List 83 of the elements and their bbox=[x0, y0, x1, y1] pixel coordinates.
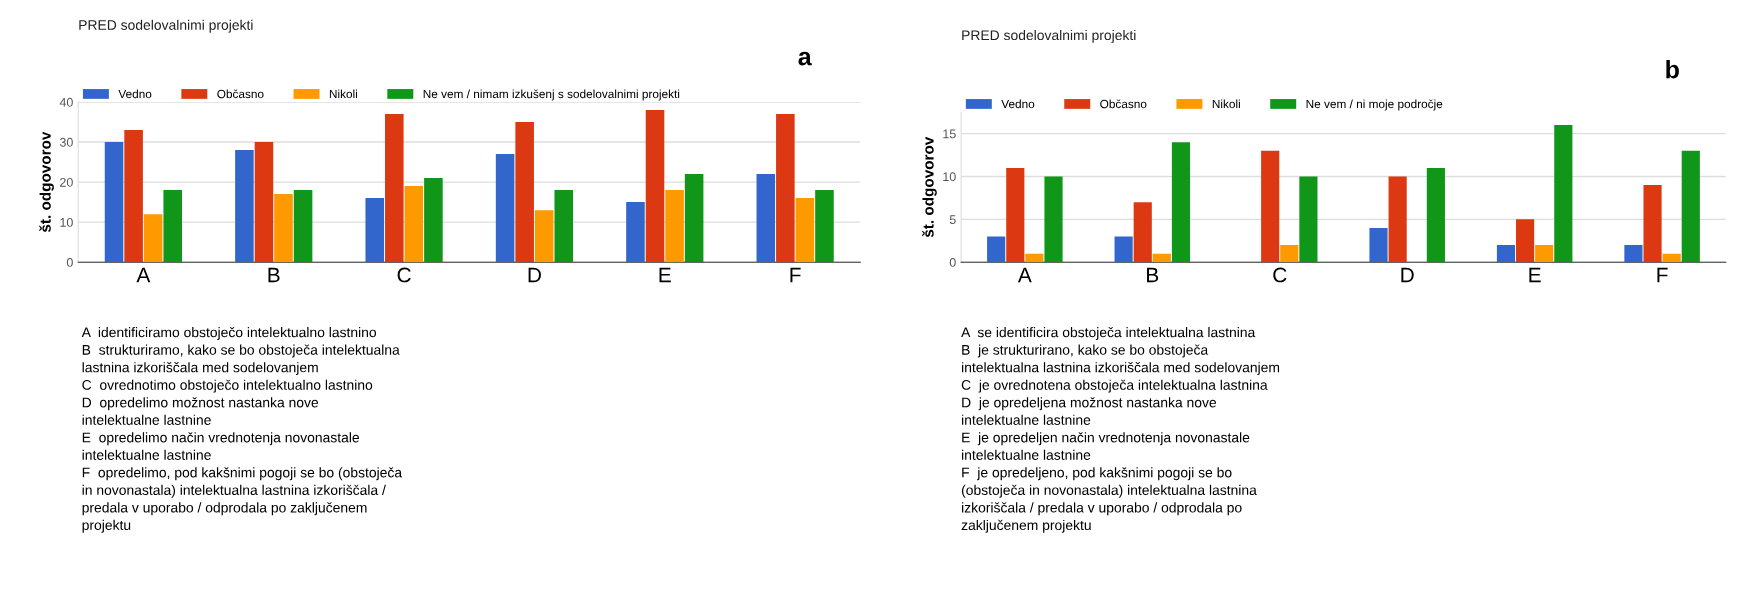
bar bbox=[254, 142, 274, 263]
bar bbox=[1280, 245, 1299, 263]
x-tick-label: B bbox=[1147, 267, 1159, 283]
y-axis-title: št. odgovorov bbox=[39, 131, 54, 233]
bar bbox=[1171, 142, 1191, 263]
x-tick-label: A bbox=[136, 267, 151, 283]
bar bbox=[815, 190, 834, 263]
x-tick-label: E bbox=[659, 267, 671, 283]
bar bbox=[626, 202, 645, 263]
legend-label: Vedno bbox=[118, 89, 152, 99]
bar bbox=[684, 174, 704, 263]
legend-label: Občasno bbox=[1100, 99, 1147, 109]
x-tick-label: E bbox=[1529, 267, 1541, 283]
bar bbox=[1261, 150, 1280, 263]
bar bbox=[534, 210, 554, 263]
y-tick-label: 30 bbox=[59, 137, 73, 147]
bar bbox=[1426, 167, 1445, 263]
bar bbox=[404, 186, 424, 263]
bar bbox=[795, 198, 815, 263]
bar bbox=[385, 114, 404, 263]
chart-title: PRED sodelovalnimi projekti bbox=[79, 19, 253, 33]
x-tick-label: F bbox=[1657, 267, 1668, 283]
bar bbox=[987, 236, 1006, 263]
bar bbox=[1152, 253, 1171, 263]
x-tick-label: B bbox=[268, 267, 280, 283]
y-tick-label: 10 bbox=[943, 172, 956, 182]
bar bbox=[1025, 253, 1044, 263]
bar bbox=[1496, 245, 1516, 263]
y-axis-title: št. odgovorov bbox=[922, 136, 937, 238]
bar bbox=[1516, 219, 1535, 263]
bar bbox=[1624, 245, 1643, 263]
bar bbox=[1643, 185, 1662, 263]
text: a bbox=[798, 51, 812, 66]
y-tick-label: 0 bbox=[66, 258, 73, 267]
x-tick-label: C bbox=[397, 267, 411, 283]
bar bbox=[1044, 176, 1063, 263]
bar bbox=[1133, 202, 1152, 263]
y-tick-label: 15 bbox=[943, 129, 956, 139]
text: A identificiramo obstoječo intelektualno lastnino B strukturiramo, kako se bo obstoječa intelektualna lastnina izkoriščala med sodelovanjem C ovrednotimo obstoječo intelektualno lastnino D opredelimo možnost nastanka nove intelektualne lastnine E opredelimo način vrednotenja novonastale intelektualne lastnine F opredelimo, pod kakšnimi pogoji se bo (obstoječa in novonastala) intelektualna lastnina izkoriščala / predala v uporabo / odprodala po zaključenem projektu bbox=[81, 327, 403, 533]
bar bbox=[554, 190, 574, 263]
bar bbox=[163, 190, 182, 263]
bar bbox=[776, 114, 795, 263]
text: A se identificira obstoječa intelektualna lastnina B je strukturirano, kako se bo obstoječa intelektualna lastnina izkoriščala med sodelovanjem C je ovrednotena obstoječa intelektualna lastnina D je opredeljena možnost nastanka nove intelektualne lastnine E je opredeljen način vrednotenja novonastale intelektualne lastnine F je opredeljeno, pod kakšnimi pogoji se bo (obstoječa in novonastala) intelektualna lastnina izkoriščala / predala v uporabo / odprodala po zaključenem projektu bbox=[961, 327, 1280, 533]
bar bbox=[293, 190, 313, 263]
text: b bbox=[1666, 60, 1679, 79]
x-tick-label: F bbox=[790, 267, 801, 283]
x-tick-label: A bbox=[1017, 267, 1032, 283]
bar bbox=[495, 154, 515, 263]
bar bbox=[645, 110, 665, 263]
x-tick-label: D bbox=[528, 267, 541, 283]
chart-title: PRED sodelovalnimi projekti bbox=[962, 29, 1136, 43]
bar bbox=[235, 150, 254, 263]
legend-label: Ne vem / ni moje področje bbox=[1306, 99, 1443, 111]
bar bbox=[756, 174, 776, 263]
bar bbox=[365, 198, 385, 263]
bar bbox=[424, 178, 443, 263]
legend-label: Nikoli bbox=[329, 89, 358, 99]
bar bbox=[143, 214, 163, 263]
bar bbox=[1662, 253, 1681, 263]
bar bbox=[124, 130, 143, 263]
bar bbox=[665, 190, 684, 263]
bar bbox=[1388, 176, 1407, 263]
legend-label: Ne vem / nimam izkušenj s sodelovalnimi projekti bbox=[423, 89, 680, 101]
x-tick-label: C bbox=[1273, 267, 1287, 283]
bar bbox=[1535, 245, 1554, 263]
bar bbox=[1114, 236, 1133, 263]
legend-label: Vedno bbox=[1001, 99, 1035, 109]
y-tick-label: 20 bbox=[60, 177, 73, 187]
bar bbox=[1681, 150, 1700, 263]
bar bbox=[1299, 176, 1318, 263]
y-tick-label: 0 bbox=[949, 258, 956, 267]
bar bbox=[515, 122, 534, 263]
bar bbox=[1369, 227, 1388, 263]
bar bbox=[1554, 125, 1573, 263]
bar bbox=[1006, 167, 1025, 263]
bar bbox=[104, 142, 124, 263]
legend-label: Nikoli bbox=[1212, 99, 1240, 109]
legend-label: Občasno bbox=[217, 89, 264, 99]
bar bbox=[274, 194, 293, 263]
x-tick-label: D bbox=[1401, 267, 1414, 283]
y-tick-label: 5 bbox=[949, 215, 956, 224]
y-tick-label: 40 bbox=[59, 97, 73, 107]
y-tick-label: 10 bbox=[60, 217, 73, 227]
